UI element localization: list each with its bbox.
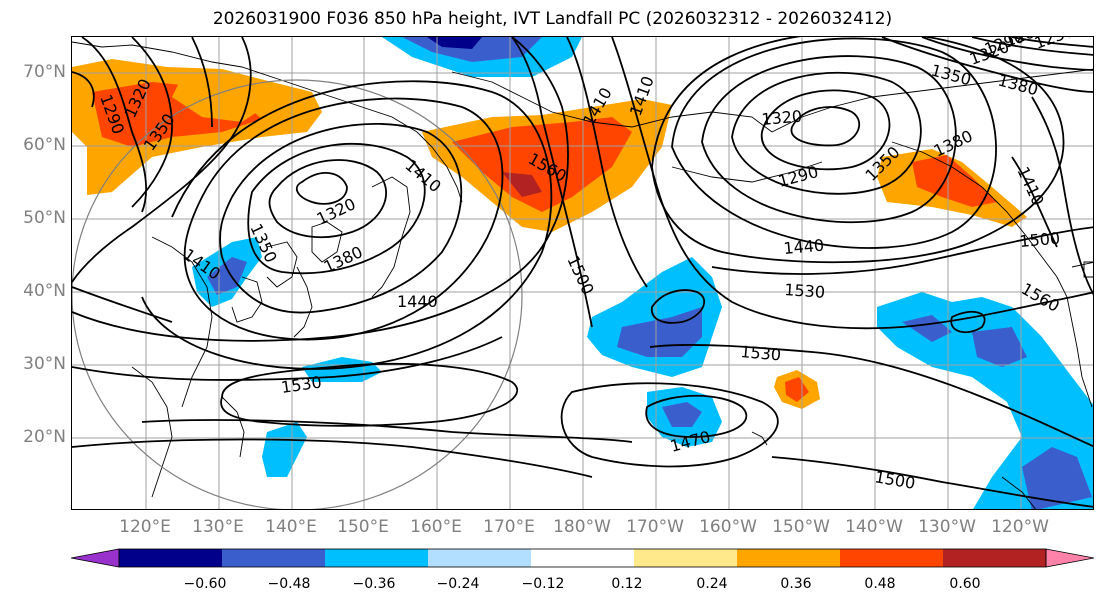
colorbar-tick-label: −0.12 [521, 576, 565, 592]
colorbar-tick-label: −0.24 [436, 576, 480, 592]
contour-label: 1290 [776, 162, 820, 191]
lon-label: 160°W [699, 517, 757, 537]
contour-label: 1530 [280, 372, 323, 396]
lon-label: 120°W [991, 517, 1049, 537]
colorbar-extend-min [71, 548, 120, 568]
lat-label: 50°N [23, 208, 66, 228]
map-panel[interactable]: 1290 1320 1350 1410 1320 1350 1410 1380 … [71, 36, 1094, 510]
lat-label: 70°N [23, 62, 66, 82]
contour-label: 1320 [761, 107, 803, 129]
colorbar-tick-label: 0.60 [949, 576, 981, 592]
lon-label: 170°W [626, 517, 684, 537]
colorbar-tick-label: 0.36 [780, 576, 812, 592]
contour-label: 1500 [873, 467, 916, 493]
contour-label: 1530 [784, 280, 826, 302]
map-title: 2026031900 F036 850 hPa height, IVT Land… [212, 9, 893, 29]
lon-label: 140°E [265, 517, 317, 537]
lon-label: 160°E [410, 517, 462, 537]
colorbar-segment [737, 549, 841, 567]
colorbar-tick-label: 0.24 [696, 576, 728, 592]
colorbar-outline [118, 548, 1047, 568]
lon-label: 120°E [119, 517, 171, 537]
colorbar-tick-label: −0.60 [183, 576, 227, 592]
contour-label: 1530 [740, 342, 782, 364]
colorbar-extend-max [1045, 548, 1094, 568]
colorbar-tick-label: 0.48 [864, 576, 896, 592]
contour-label: 1320 [314, 194, 359, 228]
lat-label: 40°N [23, 281, 66, 301]
contour-label: 1500 [1019, 229, 1061, 251]
colorbar-segment [325, 549, 429, 567]
colorbar-tick-label: −0.48 [267, 576, 311, 592]
lat-label: 60°N [23, 135, 66, 155]
contour-label: 1440 [397, 292, 438, 311]
colorbar-segment [634, 549, 738, 567]
colorbar-segment [943, 549, 1047, 567]
colorbar-segment [428, 549, 532, 567]
colorbar-segment [531, 549, 635, 567]
lon-label: 130°E [192, 517, 244, 537]
colorbar-segment [222, 549, 326, 567]
colorbar-segment [119, 549, 223, 567]
colorbar-segments [71, 548, 1094, 568]
height-contours [72, 37, 1093, 508]
lon-label: 150°E [337, 517, 389, 537]
lat-label: 20°N [23, 427, 66, 447]
lat-label: 30°N [23, 354, 66, 374]
contour-label: 1410 [401, 156, 444, 197]
range-circle [72, 79, 523, 509]
contour-label: 1410 [1013, 164, 1047, 209]
coastlines [72, 41, 1093, 509]
colorbar-tick-label: 0.12 [611, 576, 643, 592]
contour-label: 1440 [783, 236, 825, 258]
colorbar-tick-label: −0.36 [352, 576, 396, 592]
colorbar [71, 548, 1094, 568]
lon-label: 170°E [483, 517, 535, 537]
colorbar-segment [840, 549, 944, 567]
lon-label: 130°W [918, 517, 976, 537]
lon-label: 150°W [772, 517, 830, 537]
contour-label: 1560 [1018, 279, 1063, 316]
map-canvas: 1290 1320 1350 1410 1320 1350 1410 1380 … [72, 37, 1093, 509]
contour-label: 1380 [321, 242, 366, 276]
contour-label: 1500 [563, 253, 597, 298]
lon-label: 180°W [553, 517, 611, 537]
contour-label: 1380 [996, 71, 1040, 100]
lon-label: 140°W [845, 517, 903, 537]
